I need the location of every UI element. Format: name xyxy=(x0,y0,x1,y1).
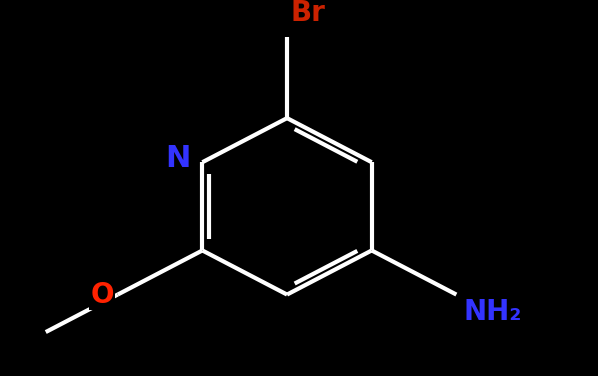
Text: NH₂: NH₂ xyxy=(464,298,522,326)
Text: O: O xyxy=(90,280,114,309)
Text: N: N xyxy=(166,144,191,173)
Text: Br: Br xyxy=(291,0,326,26)
